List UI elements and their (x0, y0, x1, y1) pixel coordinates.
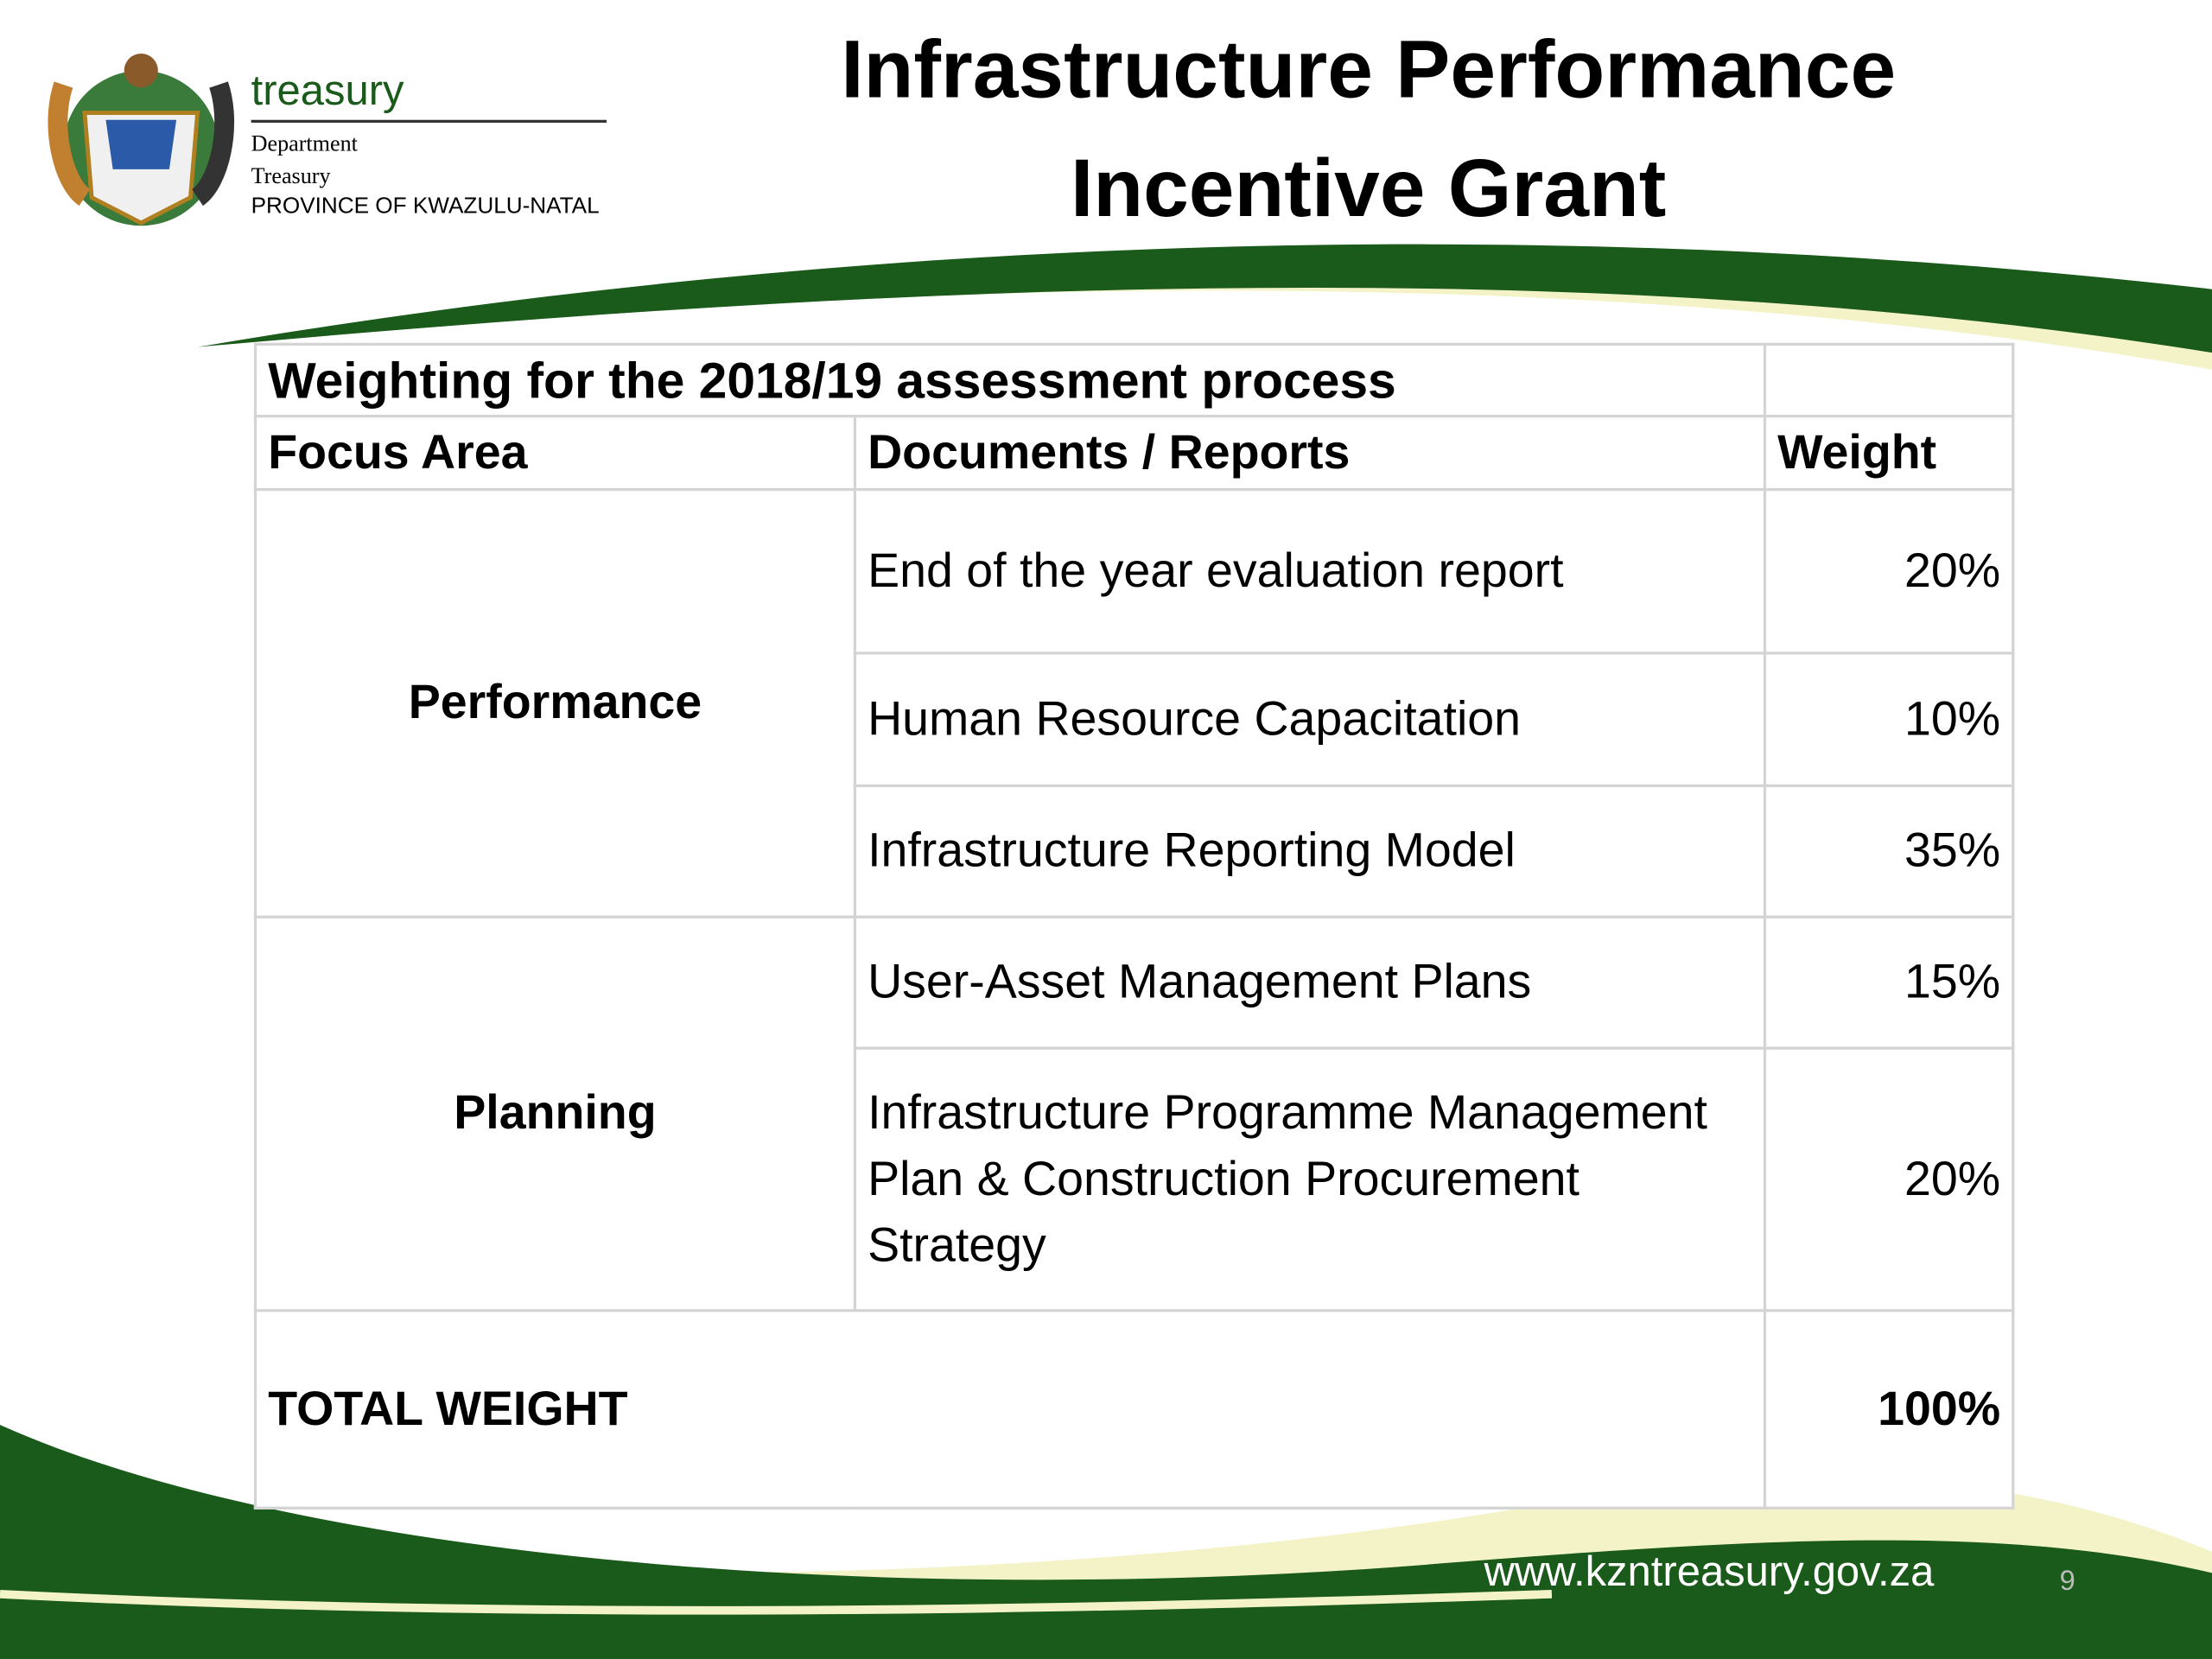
focus-area: Performance (253, 487, 857, 918)
column-header: Documents / Reports (853, 414, 1767, 492)
weight: 20% (1763, 487, 2015, 655)
column-header: Weight (1763, 414, 2015, 492)
swoosh-top (197, 244, 2212, 353)
logo-line: Department (251, 132, 358, 157)
weight: 10% (1763, 652, 2015, 788)
document: End of the year evaluation report (853, 487, 1767, 655)
document: Infrastructure Reporting Model (853, 784, 1767, 918)
document: Infrastructure Programme Management Plan… (853, 1046, 1767, 1313)
logo-line: PROVINCE OF KWAZULU-NATAL (251, 194, 600, 219)
emblem (48, 54, 234, 226)
logo-name: treasury (251, 67, 404, 115)
total-weight: 100% (1763, 1309, 2015, 1510)
document: Human Resource Capacitation (853, 652, 1767, 788)
column-header: Focus Area (253, 414, 857, 492)
weight: 20% (1763, 1046, 2015, 1313)
title: Infrastructure Performance Incentive Gra… (841, 23, 1897, 235)
weight: 35% (1763, 784, 2015, 918)
focus-area: Planning (253, 915, 857, 1313)
swoosh-line (0, 1589, 1553, 1615)
footer-url: www.kzntreasury.gov.za (1484, 1548, 1935, 1596)
total-label: TOTAL WEIGHT (253, 1309, 1767, 1510)
page-number: 9 (2059, 1566, 2075, 1598)
table-title: Weighting for the 2018/19 assessment pro… (253, 342, 1767, 418)
logo-line: Treasury (251, 165, 331, 189)
document: User-Asset Management Plans (853, 915, 1767, 1050)
weight: 15% (1763, 915, 2015, 1050)
weight-table: Weighting for the 2018/19 assessment pro… (253, 342, 2015, 1510)
cell (1763, 342, 2015, 418)
swoosh-bottom (0, 1424, 2212, 1659)
